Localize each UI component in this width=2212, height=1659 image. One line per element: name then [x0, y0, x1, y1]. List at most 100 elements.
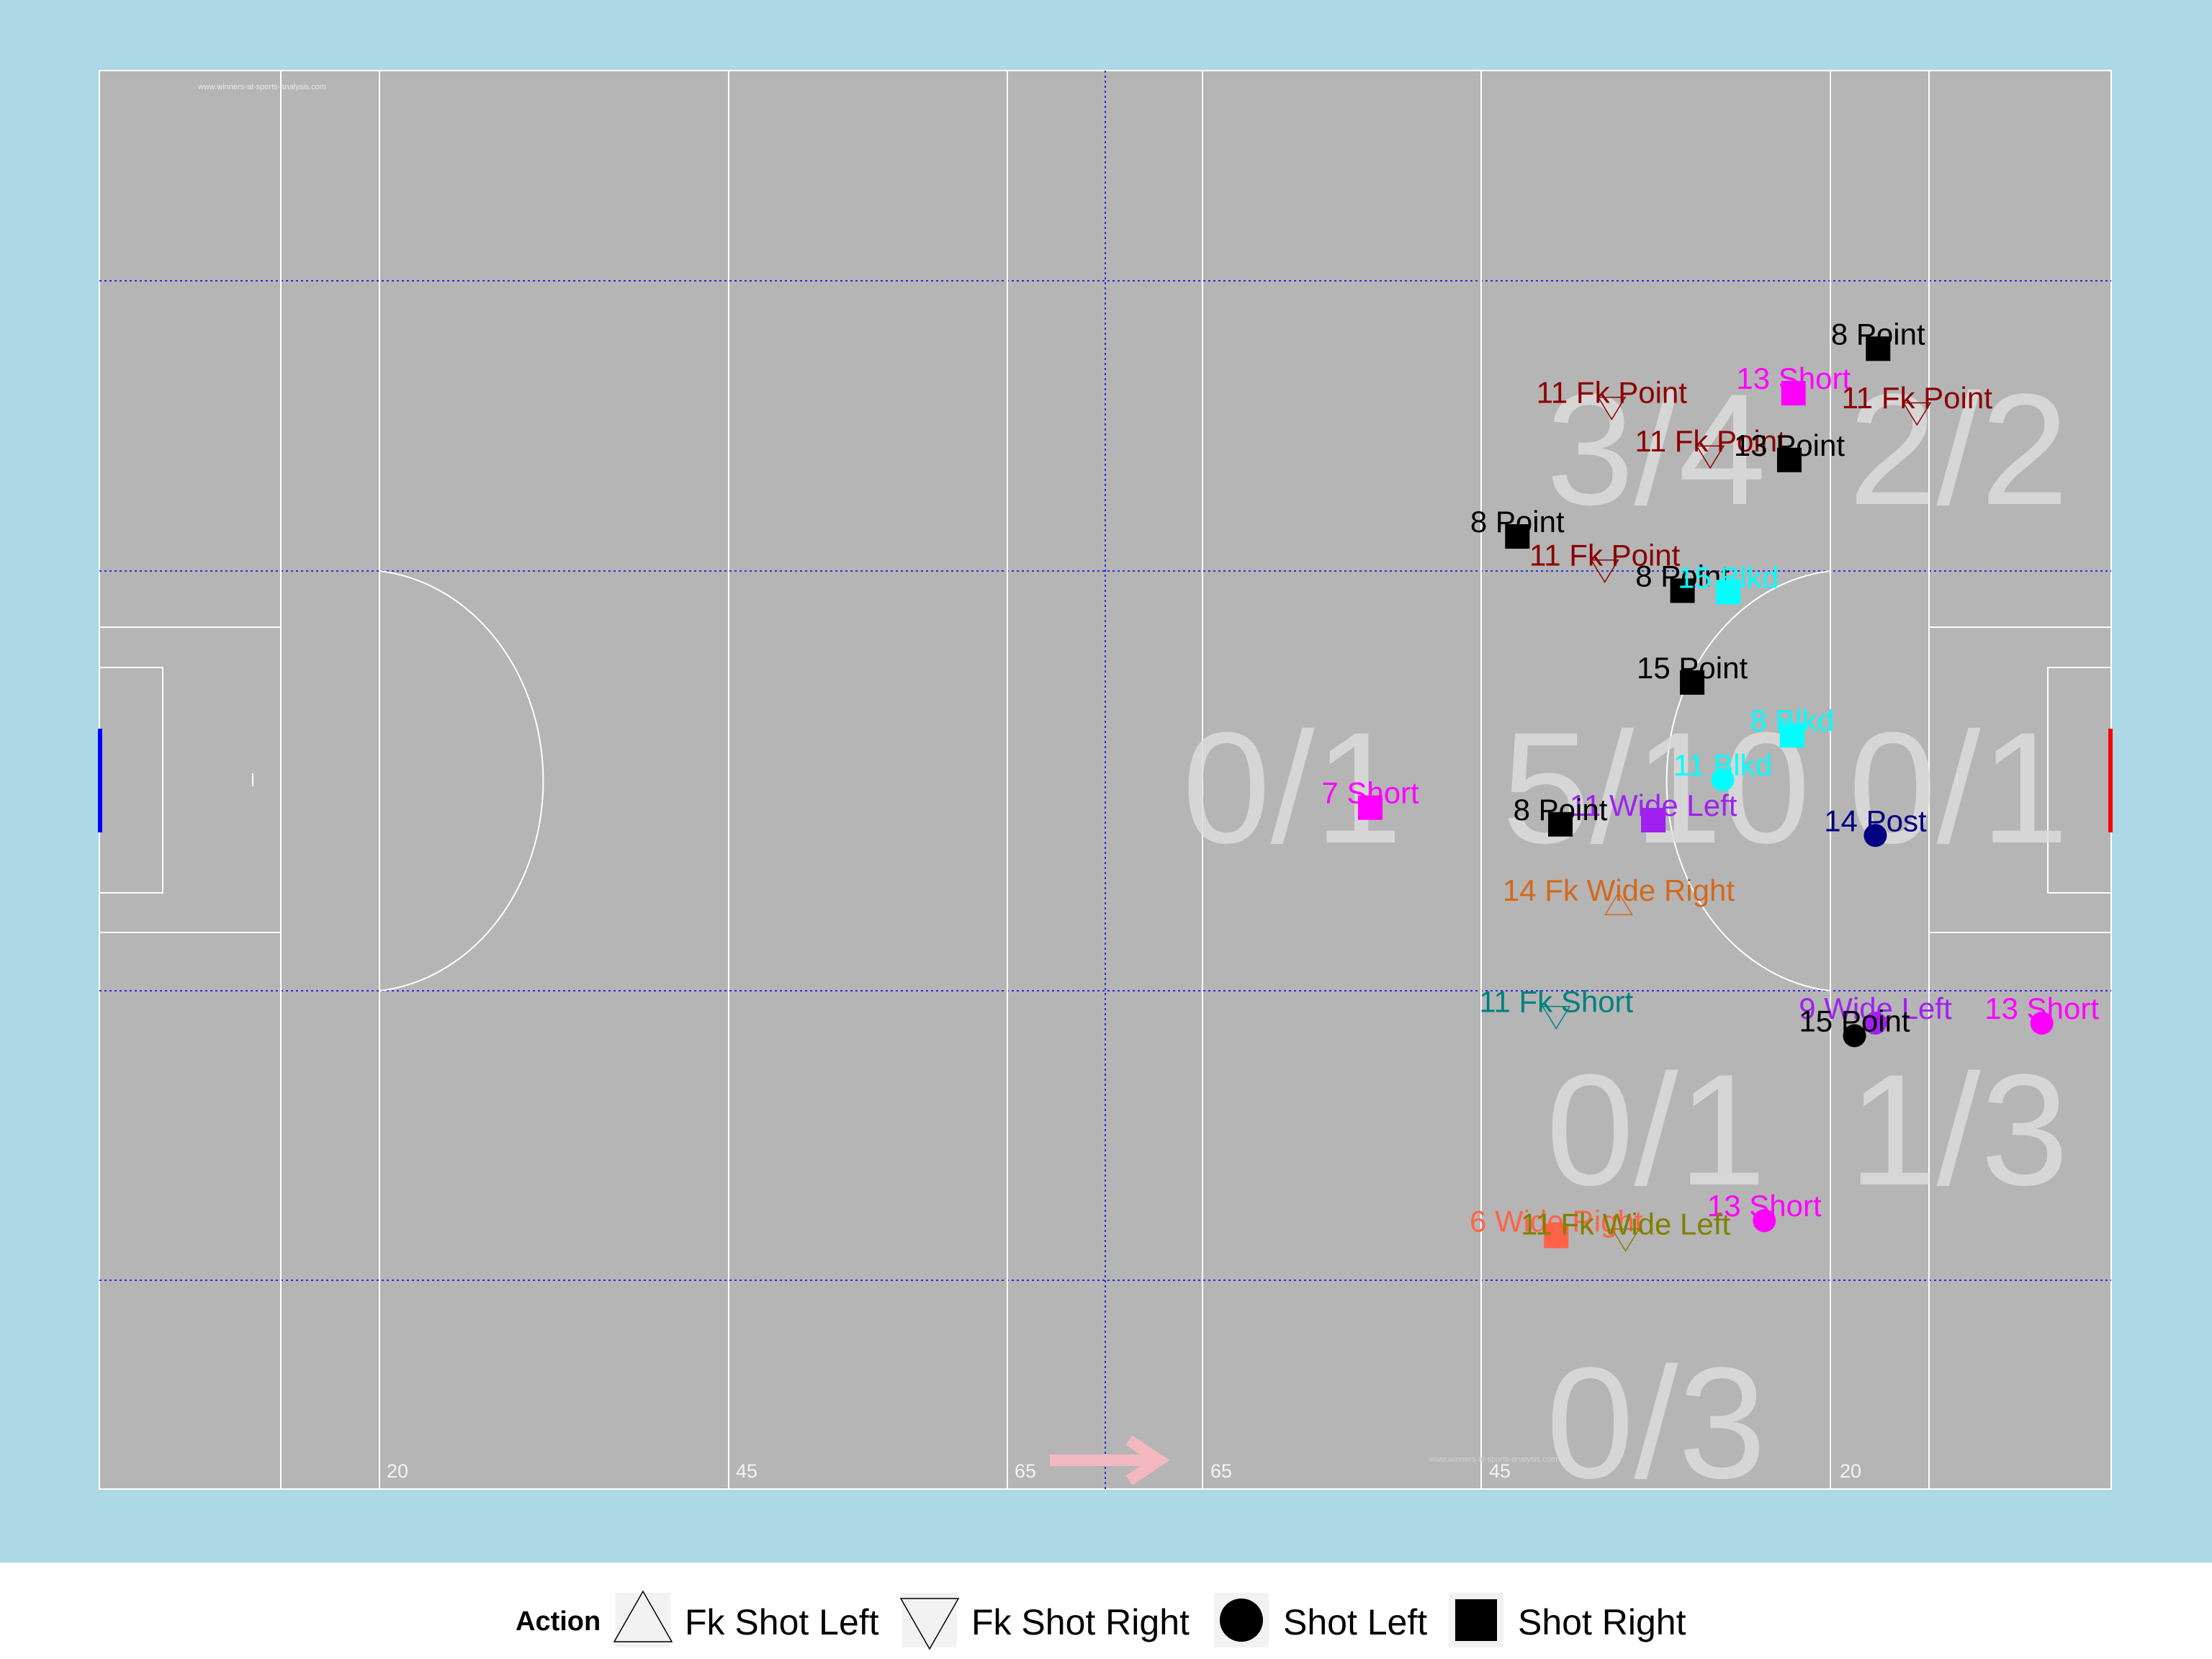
shot-label: 7 Short — [1321, 776, 1419, 810]
shot-marker — [1358, 795, 1383, 820]
shot-label: 15 Blkd — [1678, 560, 1779, 594]
shot-point: 13 Short — [1984, 992, 2099, 1035]
shot-label: 11 Fk Point — [1537, 375, 1688, 409]
shot-marker — [1843, 1024, 1866, 1048]
shot-point: 15 Point — [1637, 651, 1748, 695]
watermark-top: www.winners-at-sports-analysis.com — [197, 83, 326, 91]
shot-label: 14 Post — [1824, 804, 1927, 837]
zone-label: 5/10 — [1502, 699, 1810, 876]
legend-item-label: Fk Shot Right — [971, 1602, 1190, 1642]
legend-item: Shot Right — [1449, 1593, 1686, 1647]
shot-marker — [1696, 445, 1725, 469]
legend-key-symbol — [899, 1598, 960, 1650]
legend-key-symbol — [1220, 1599, 1263, 1642]
shot-marker — [1544, 1223, 1569, 1249]
distance-label: 45 — [1489, 1460, 1511, 1482]
shot-point: 8 Point — [1514, 793, 1608, 837]
shot-label: 11 Fk Short — [1479, 984, 1633, 1018]
shot-point: 11 Fk Wide Left — [1521, 1207, 1730, 1252]
distance-label: 65 — [1015, 1460, 1036, 1482]
shot-point: 11 Fk Point — [1842, 381, 1993, 426]
legend-title: Action — [516, 1606, 601, 1637]
legend-key-symbol — [613, 1590, 673, 1642]
legend-item: Fk Shot Right — [899, 1593, 1190, 1650]
legend-item: Fk Shot Left — [613, 1590, 879, 1647]
zone-success-labels: 3/4 2/20/1 5/10 0/10/1 1/30/3 — [1182, 361, 2069, 1511]
shot-marker — [1604, 891, 1633, 916]
shot-point: 8 Point — [1831, 317, 1925, 361]
shot-point: 9 Wide Left — [1799, 992, 1952, 1035]
shot-label: 11 Wide Left — [1570, 788, 1737, 822]
shot-label: 8 Blkd — [1750, 703, 1834, 737]
legend: Action Fk Shot Left Fk Shot Right Shot Lef… — [516, 1590, 1686, 1650]
zone-label: 0/1 — [1848, 699, 2069, 876]
shot-label: 11 Fk Point — [1842, 381, 1993, 415]
zone-label: 0/3 — [1546, 1334, 1766, 1511]
shot-point: 11 Fk Short — [1479, 984, 1634, 1030]
zone-label: 2/2 — [1848, 361, 2069, 538]
arc-left — [379, 570, 544, 992]
legend-item: Shot Left — [1214, 1593, 1427, 1647]
shot-marker — [1776, 447, 1802, 472]
pitch-surface — [99, 70, 2112, 1490]
shot-point: 8 Point — [1470, 505, 1565, 549]
attack-direction-arrow — [1050, 1435, 1170, 1485]
shot-point: 11 Fk Point — [1529, 538, 1681, 583]
shot-point: 13 Point — [1734, 428, 1845, 472]
shot-label: 13 Short — [1707, 1189, 1822, 1223]
shot-marker — [1863, 1011, 1887, 1035]
shot-point: 8 Point — [1635, 559, 1730, 603]
pitch-distance-labels: 20 45 65 65 45 20 — [387, 1460, 1861, 1482]
legend-background — [0, 1563, 2212, 1659]
arc-right — [1665, 570, 1831, 992]
shot-label: 8 Point — [1514, 793, 1608, 827]
shot-point: 13 Short — [1736, 361, 1851, 406]
zone-label: 0/1 — [1546, 1041, 1766, 1218]
shot-label: 13 Point — [1734, 428, 1845, 462]
shot-marker — [1902, 402, 1932, 426]
shot-label: 11 Blkd — [1673, 748, 1772, 782]
distance-label: 20 — [387, 1460, 408, 1482]
shot-label: 11 Fk Wide Left — [1521, 1207, 1730, 1241]
watermark-bottom: www.winners-at-sports-analysis.com — [1429, 1455, 1557, 1464]
legend-item-label: Shot Left — [1283, 1602, 1427, 1642]
legend-item-label: Fk Shot Left — [685, 1602, 879, 1642]
shot-label: 14 Fk Wide Right — [1503, 873, 1735, 907]
shot-marker — [1779, 723, 1804, 748]
zone-label: 3/4 — [1546, 361, 1766, 538]
distance-label: 65 — [1210, 1460, 1232, 1482]
shot-label: 8 Point — [1831, 317, 1925, 351]
shot-point: 13 Short — [1707, 1189, 1822, 1233]
shot-point: 14 Fk Wide Right — [1503, 873, 1735, 916]
shot-marker — [1716, 580, 1741, 605]
legend-key-symbol — [1455, 1599, 1497, 1641]
shot-marker — [1548, 811, 1573, 837]
legend-key-box — [616, 1593, 670, 1647]
shot-marker — [1711, 768, 1735, 791]
shot-point: 14 Post — [1824, 804, 1927, 848]
shot-label: 8 Point — [1635, 559, 1730, 593]
shot-point: 7 Short — [1321, 776, 1419, 820]
shot-point: 11 Blkd — [1673, 748, 1772, 791]
shot-label: 13 Short — [1736, 361, 1851, 395]
pitch: 20 45 65 65 45 20 www.winners-at-sports-analy… — [98, 70, 2113, 1511]
shot-marker — [1680, 670, 1705, 695]
distance-label: 20 — [1840, 1460, 1861, 1482]
shot-marker — [1863, 824, 1887, 848]
shot-point: 15 Blkd — [1678, 560, 1779, 605]
shot-marker — [1781, 381, 1806, 406]
shot-marker — [1542, 1005, 1571, 1030]
arrow-head — [1125, 1435, 1170, 1485]
shot-point: 11 Wide Left — [1570, 788, 1737, 833]
shot-label: 15 Point — [1799, 1004, 1910, 1038]
shot-marker — [1590, 559, 1619, 583]
legend-key-box — [902, 1593, 957, 1647]
legend-items: Fk Shot Left Fk Shot Right Shot Left Shot R… — [613, 1590, 1686, 1650]
legend-item-label: Shot Right — [1518, 1602, 1686, 1642]
shot-label: 9 Wide Left — [1799, 992, 1952, 1025]
shot-marker — [1753, 1209, 1776, 1233]
shot-marker — [2030, 1011, 2054, 1035]
shot-marker — [1611, 1228, 1640, 1252]
